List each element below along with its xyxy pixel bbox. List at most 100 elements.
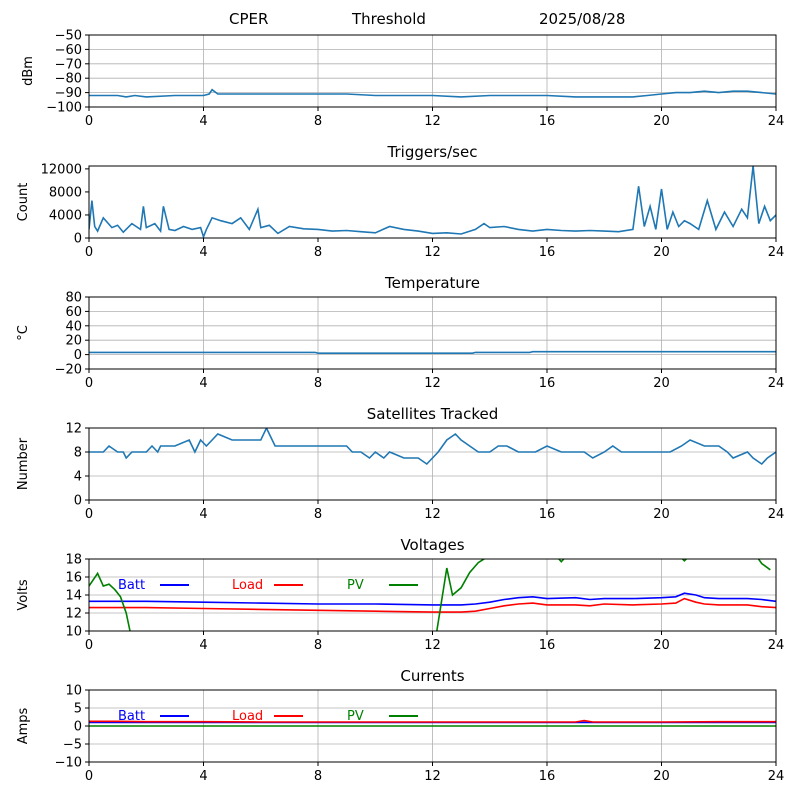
- plot-frame: [88, 165, 777, 239]
- y-tick-label: −50: [55, 29, 82, 44]
- y-tick-label: 12: [65, 607, 82, 622]
- x-tick-label: 12: [424, 245, 441, 260]
- plot-panel-3: [85, 296, 777, 373]
- x-tick-label: 0: [85, 507, 93, 522]
- x-tick-label: 8: [314, 376, 322, 391]
- y-tick-label: 4: [74, 470, 82, 485]
- series-line: [89, 88, 776, 98]
- series-line: [89, 166, 776, 238]
- y-axis-label: Count: [16, 183, 31, 222]
- x-tick-label: 4: [199, 507, 207, 522]
- series-line: [89, 428, 776, 466]
- x-tick-label: 16: [539, 638, 556, 653]
- y-axis-label: Number: [16, 437, 31, 490]
- panel-title: Satellites Tracked: [367, 405, 498, 423]
- y-tick-label: −100: [46, 101, 82, 116]
- y-tick-label: 10: [65, 684, 82, 699]
- x-tick-label: 0: [85, 638, 93, 653]
- y-axis-label: dBm: [21, 56, 36, 86]
- site-name-label: CPER: [229, 10, 269, 28]
- panel-title: Triggers/sec: [387, 143, 478, 161]
- legend-label-batt: Batt: [118, 578, 145, 593]
- x-tick-label: 0: [85, 114, 93, 129]
- y-tick-label: 12: [65, 422, 82, 437]
- y-tick-label: 8000: [49, 185, 82, 200]
- y-tick-label: −60: [55, 43, 82, 58]
- y-tick-label: 80: [65, 291, 82, 306]
- x-tick-label: 20: [653, 769, 670, 784]
- y-tick-label: −5: [63, 738, 82, 753]
- y-tick-label: 4000: [49, 208, 82, 223]
- x-tick-label: 24: [768, 114, 785, 129]
- y-tick-label: 60: [65, 305, 82, 320]
- plot-panel-4: [85, 427, 777, 504]
- x-tick-label: 4: [199, 376, 207, 391]
- y-tick-label: −90: [55, 86, 82, 101]
- y-tick-label: 40: [65, 319, 82, 334]
- y-tick-label: 8: [74, 446, 82, 461]
- y-tick-label: 14: [65, 589, 82, 604]
- x-tick-label: 8: [314, 638, 322, 653]
- y-tick-label: 16: [65, 571, 82, 586]
- y-axis-label: Amps: [16, 707, 31, 744]
- legend-label-pv: PV: [347, 578, 364, 593]
- plot-panel-1: [85, 34, 777, 111]
- legend-label-load: Load: [232, 709, 263, 724]
- x-tick-label: 20: [653, 376, 670, 391]
- x-tick-label: 16: [539, 245, 556, 260]
- panel-title: Voltages: [400, 536, 464, 554]
- y-tick-label: 5: [74, 702, 82, 717]
- x-tick-label: 20: [653, 507, 670, 522]
- plot-panel-2: [85, 165, 777, 242]
- x-tick-label: 20: [653, 638, 670, 653]
- y-tick-label: 0: [74, 494, 82, 509]
- y-tick-label: 12000: [41, 162, 82, 177]
- x-tick-label: 4: [199, 769, 207, 784]
- load-series-line: [89, 719, 776, 723]
- x-tick-label: 0: [85, 245, 93, 260]
- x-tick-label: 12: [424, 638, 441, 653]
- y-tick-label: −10: [55, 756, 82, 771]
- pv-series-line: [89, 559, 771, 631]
- legend-label-load: Load: [232, 578, 263, 593]
- y-tick-label: 0: [74, 720, 82, 735]
- x-tick-label: 20: [653, 245, 670, 260]
- x-tick-label: 12: [424, 507, 441, 522]
- x-tick-label: 8: [314, 114, 322, 129]
- y-tick-label: −80: [55, 72, 82, 87]
- y-tick-label: 0: [74, 232, 82, 247]
- x-tick-label: 4: [199, 114, 207, 129]
- panel-title: Currents: [400, 667, 464, 685]
- x-tick-label: 24: [768, 769, 785, 784]
- plot-panel-5: [85, 558, 777, 635]
- x-tick-label: 0: [85, 376, 93, 391]
- x-tick-label: 4: [199, 245, 207, 260]
- x-tick-label: 4: [199, 638, 207, 653]
- x-tick-label: 24: [768, 507, 785, 522]
- y-tick-label: −20: [55, 363, 82, 378]
- series-line: [89, 350, 776, 355]
- y-axis-label: °C: [16, 325, 31, 341]
- x-tick-label: 16: [539, 376, 556, 391]
- x-tick-label: 16: [539, 114, 556, 129]
- x-tick-label: 8: [314, 507, 322, 522]
- y-tick-label: 10: [65, 625, 82, 640]
- legend-label-pv: PV: [347, 709, 364, 724]
- legend-label-batt: Batt: [118, 709, 145, 724]
- date-label: 2025/08/28: [539, 10, 626, 28]
- x-tick-label: 24: [768, 245, 785, 260]
- x-tick-label: 16: [539, 507, 556, 522]
- x-tick-label: 12: [424, 376, 441, 391]
- plot-panel-6: [85, 689, 777, 766]
- x-tick-label: 8: [314, 769, 322, 784]
- x-tick-label: 20: [653, 114, 670, 129]
- y-axis-label: Volts: [16, 579, 31, 611]
- y-tick-label: 20: [65, 334, 82, 349]
- batt-series-line: [89, 592, 776, 606]
- x-tick-label: 24: [768, 376, 785, 391]
- x-tick-label: 12: [424, 769, 441, 784]
- load-series-line: [89, 597, 776, 613]
- x-tick-label: 8: [314, 245, 322, 260]
